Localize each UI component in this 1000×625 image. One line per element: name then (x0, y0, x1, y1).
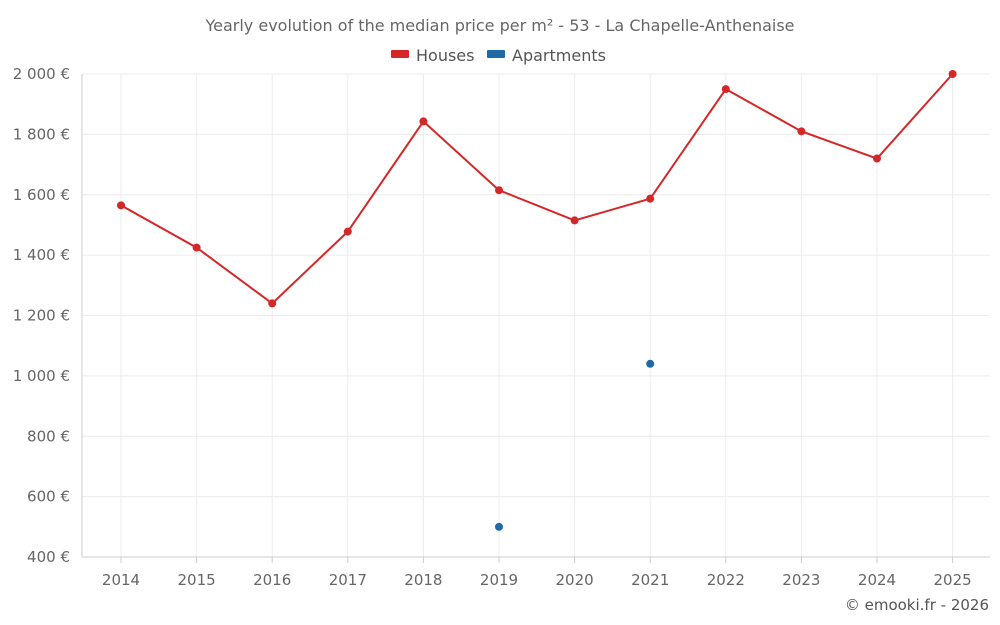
data-point-houses[interactable] (495, 186, 503, 195)
data-point-houses[interactable] (721, 85, 730, 94)
legend-swatch-houses (391, 50, 409, 58)
x-tick-label: 2025 (934, 571, 972, 589)
y-tick-label: 2 000 € (13, 65, 70, 83)
legend-item-houses[interactable]: Houses (391, 46, 474, 65)
legend-label-apartments: Apartments (512, 46, 606, 65)
x-tick-label: 2023 (782, 571, 820, 589)
data-point-houses[interactable] (646, 194, 655, 203)
legend-swatch-apartments (487, 50, 505, 58)
x-tick-label: 2021 (631, 571, 669, 589)
y-tick-label: 800 € (27, 427, 70, 445)
legend: Houses Apartments (391, 46, 606, 65)
axes: 400 € 600 € 800 € 1 000 € 1 200 € 1 400 € 1 60… (13, 65, 990, 589)
x-tick-label: 2022 (707, 571, 745, 589)
y-tick-label: 1 400 € (13, 246, 70, 264)
series-line-houses (120, 73, 954, 305)
y-tick-label: 600 € (27, 488, 70, 506)
data-point-houses[interactable] (117, 201, 125, 210)
y-tick-label: 1 200 € (13, 307, 70, 325)
grid (82, 73, 990, 557)
x-tick-label: 2017 (329, 571, 367, 589)
y-tick-label: 400 € (27, 548, 70, 566)
credit-text: © emooki.fr - 2026 (845, 596, 989, 614)
series-apartments (495, 359, 655, 531)
x-tick-label: 2018 (404, 571, 442, 589)
data-point-apartments[interactable] (495, 522, 503, 531)
data-point-houses[interactable] (192, 243, 201, 252)
series-houses (117, 70, 957, 308)
x-tick-label: 2014 (102, 571, 140, 589)
data-point-apartments[interactable] (646, 359, 655, 368)
data-point-houses[interactable] (873, 154, 881, 163)
data-point-houses[interactable] (797, 127, 806, 136)
chart-title: Yearly evolution of the median price per… (204, 16, 794, 35)
data-point-houses[interactable] (570, 216, 579, 225)
data-point-houses[interactable] (419, 117, 428, 126)
series (117, 70, 957, 531)
x-tick-label: 2020 (556, 571, 594, 589)
y-tick-label: 1 600 € (13, 186, 70, 204)
x-tick-label: 2015 (178, 571, 216, 589)
legend-item-apartments[interactable]: Apartments (487, 46, 606, 65)
data-point-houses[interactable] (948, 70, 957, 78)
legend-label-houses: Houses (416, 46, 474, 65)
y-tick-label: 1 800 € (13, 125, 70, 143)
x-tick-label: 2024 (858, 571, 896, 589)
x-tick-label: 2016 (253, 571, 291, 589)
data-point-houses[interactable] (268, 299, 277, 308)
x-tick-label: 2019 (480, 571, 518, 589)
y-tick-label: 1 000 € (13, 367, 70, 385)
data-point-houses[interactable] (343, 227, 352, 236)
